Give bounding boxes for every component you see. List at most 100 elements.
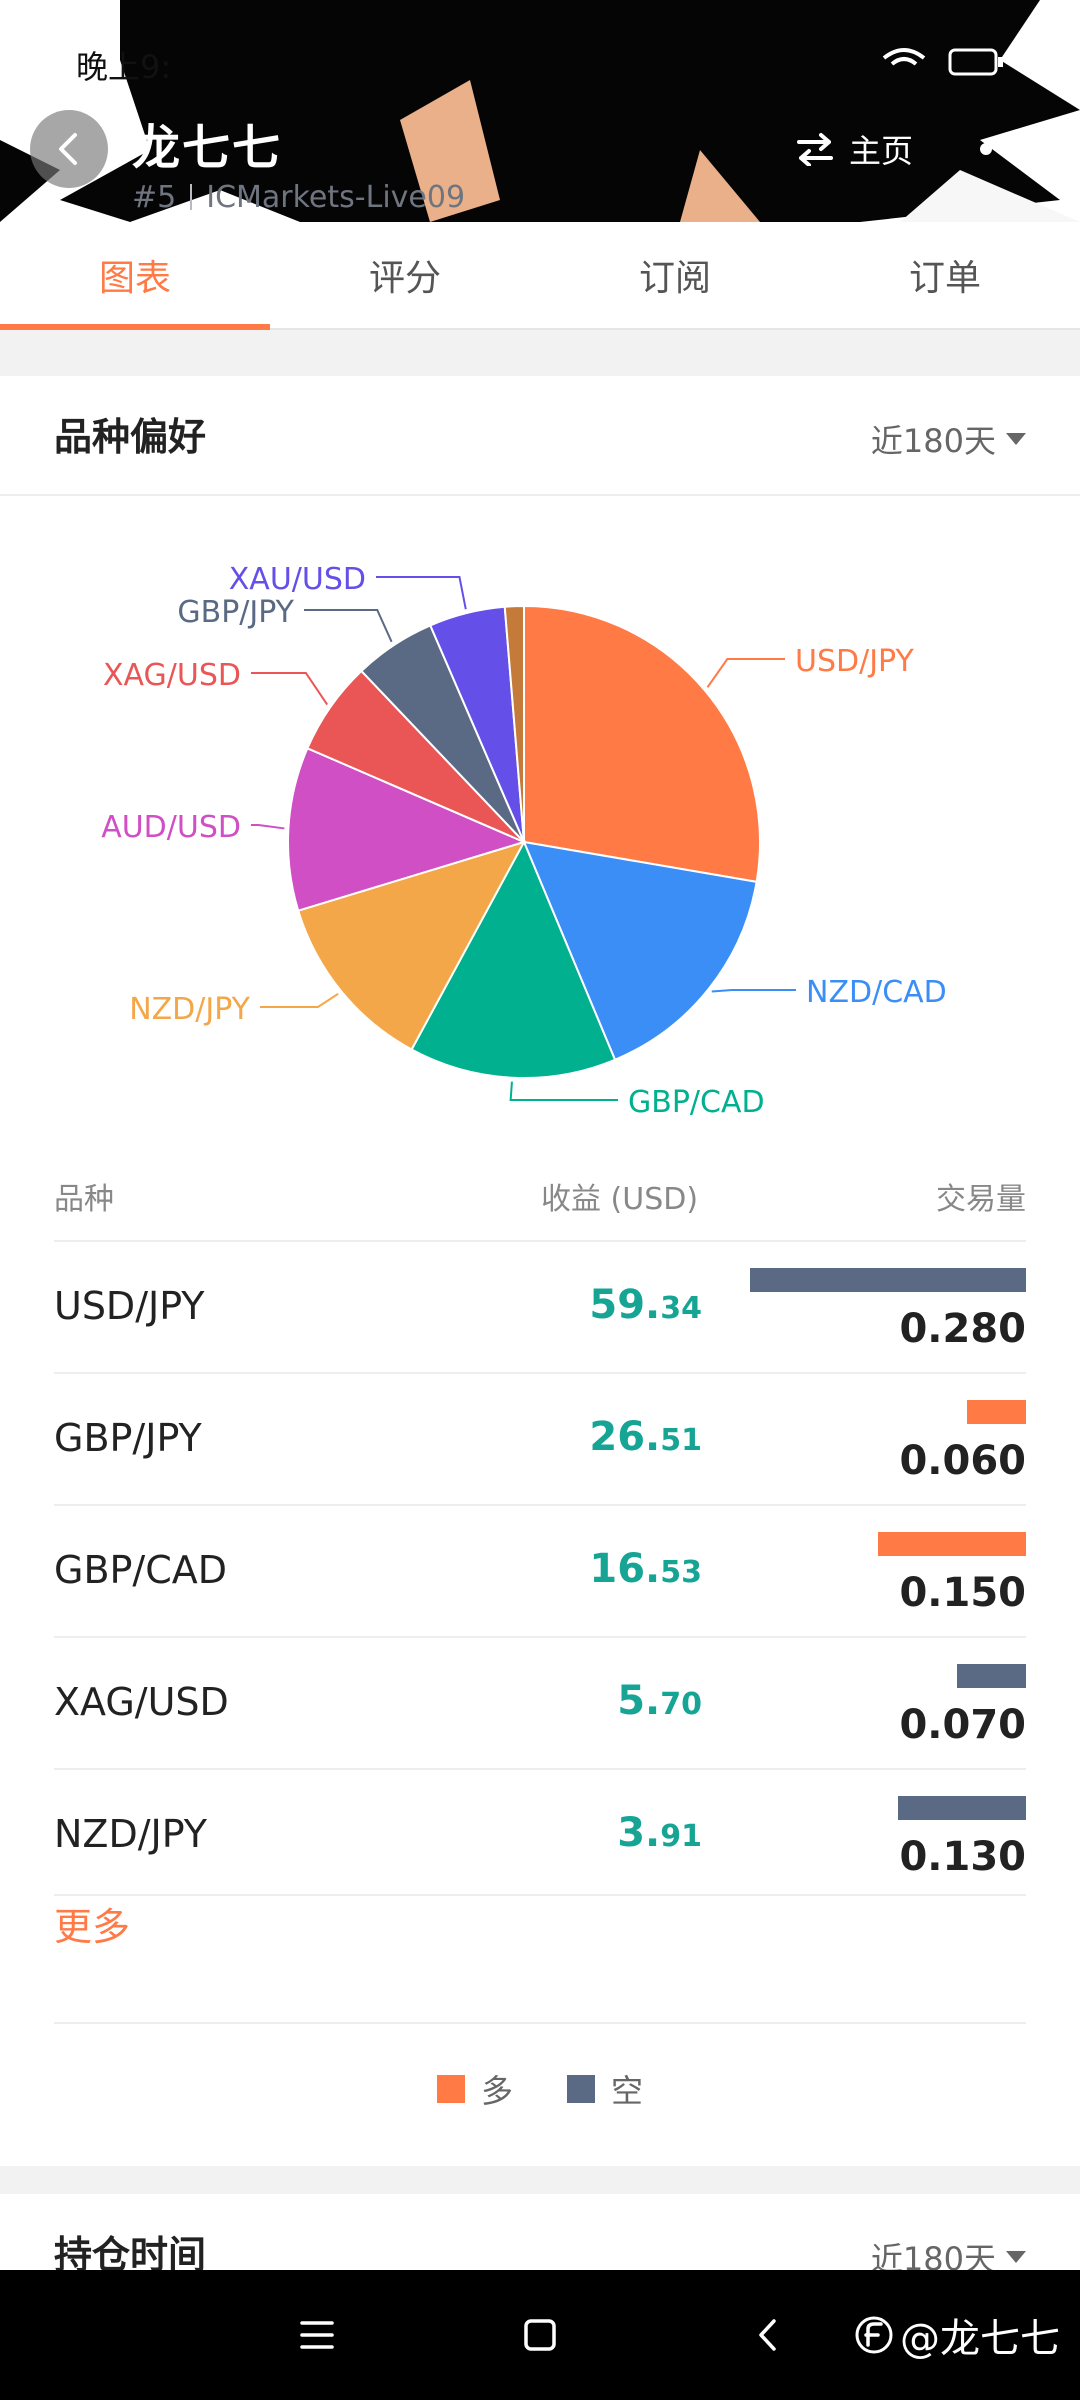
tab-subscribe[interactable]: 订阅 xyxy=(638,258,711,299)
table-row[interactable]: XAG/USD 5.70 0.070 xyxy=(54,1636,1026,1768)
symbol-table: USD/JPY 59.34 0.280 GBP/JPY 26.51 0.060 … xyxy=(54,1240,1026,1900)
row-profit: 5.70 xyxy=(617,1678,702,1724)
pie-leader-line xyxy=(251,824,285,830)
row-symbol: NZD/JPY xyxy=(54,1812,208,1856)
table-header: 品种 收益 (USD) 交易量 xyxy=(54,1164,1026,1224)
pie-slice-label: XAG/USD xyxy=(103,658,241,693)
pie-leader-line xyxy=(509,1081,618,1101)
pie-slice-label: GBP/CAD xyxy=(628,1085,765,1120)
home-nav-button[interactable] xyxy=(515,2310,565,2360)
trader-subtitle: #5 ICMarkets-Live09 xyxy=(132,180,465,215)
pie-slice-label: NZD/CAD xyxy=(806,975,947,1010)
row-symbol: XAG/USD xyxy=(54,1680,229,1724)
pie-slice-label: GBP/JPY xyxy=(177,595,294,630)
tab-rating[interactable]: 评分 xyxy=(368,258,441,299)
pie-leader-line xyxy=(251,672,329,706)
dot-icon xyxy=(1028,143,1040,155)
caret-down-icon xyxy=(1006,433,1026,445)
row-volume: 0.280 xyxy=(899,1306,1026,1352)
card-title: 品种偏好 xyxy=(54,415,207,459)
status-icons xyxy=(880,44,1010,86)
table-row[interactable]: NZD/JPY 3.91 0.130 xyxy=(54,1768,1026,1900)
status-time: 晚上9: xyxy=(76,48,172,86)
symbol-preference-card: 品种偏好 近180天 USD/JPY NZD/CAD GBP/CAD NZD/JPY A… xyxy=(0,376,1080,2166)
divider xyxy=(0,494,1080,496)
trader-server: ICMarkets-Live09 xyxy=(206,180,466,215)
col-symbol: 品种 xyxy=(54,1182,114,1217)
row-profit: 26.51 xyxy=(589,1414,702,1460)
legend-label: 空 xyxy=(611,2072,644,2110)
row-profit: 3.91 xyxy=(617,1810,702,1856)
pie-leader-line xyxy=(376,576,467,610)
divider xyxy=(54,1894,1026,1896)
divider xyxy=(54,2022,1026,2024)
tab-orders[interactable]: 订单 xyxy=(908,258,981,299)
pie-slice[interactable] xyxy=(522,840,758,1062)
col-volume: 交易量 xyxy=(936,1182,1026,1217)
row-symbol: GBP/CAD xyxy=(54,1548,228,1592)
watermark-text: @龙七七 xyxy=(900,2316,1060,2362)
range-dropdown[interactable]: 近180天 xyxy=(871,416,1026,462)
tab-chart[interactable]: 图表 xyxy=(0,222,270,330)
legend-swatch xyxy=(567,2075,595,2103)
pie-slice-label: AUD/USD xyxy=(101,810,241,845)
row-symbol: USD/JPY xyxy=(54,1284,205,1328)
row-volume: 0.070 xyxy=(899,1702,1026,1748)
row-volume: 0.130 xyxy=(899,1834,1026,1880)
side-legend: 多 空 xyxy=(0,2066,1080,2112)
pie-leader-line xyxy=(706,658,785,688)
pie-slice[interactable] xyxy=(503,604,525,843)
symbol-pie-chart: USD/JPY NZD/CAD GBP/CAD NZD/JPY AUD/USD XAG/U… xyxy=(101,562,947,1120)
menu-nav-button[interactable] xyxy=(292,2310,342,2360)
pie-slice-label: USD/JPY xyxy=(795,644,914,679)
row-profit: 59.34 xyxy=(589,1282,702,1328)
chevron-left-icon xyxy=(59,133,77,165)
pie-slice-label: XAU/USD xyxy=(229,562,366,597)
volume-bar xyxy=(750,1268,1026,1292)
legend-swatch xyxy=(436,2075,465,2103)
table-row[interactable]: GBP/JPY 26.51 0.060 xyxy=(54,1372,1026,1504)
more-link[interactable]: 更多 xyxy=(54,1905,131,1949)
more-options-button[interactable] xyxy=(980,136,1040,162)
row-volume: 0.060 xyxy=(899,1438,1026,1484)
tab-bar: 图表 评分 订阅 订单 xyxy=(0,222,1080,330)
app-logo-icon xyxy=(855,2316,893,2354)
volume-bar xyxy=(878,1532,1026,1556)
header-background-art xyxy=(0,0,1080,222)
subtitle-separator xyxy=(190,184,193,210)
back-button[interactable] xyxy=(30,110,108,188)
trader-name: 龙七七 xyxy=(132,120,283,176)
swap-icon xyxy=(797,133,833,166)
row-volume: 0.150 xyxy=(899,1570,1026,1616)
square-icon xyxy=(524,2319,556,2351)
pie-slice[interactable] xyxy=(287,746,527,912)
home-button[interactable]: 主页 xyxy=(795,126,913,172)
pie-leader-line xyxy=(711,989,796,993)
pie-slice[interactable] xyxy=(410,839,617,1079)
dot-icon xyxy=(1004,143,1016,155)
wifi-battery-icon xyxy=(882,48,1003,76)
menu-icon xyxy=(300,2321,334,2349)
caret-down-icon xyxy=(1006,2251,1026,2263)
row-profit: 16.53 xyxy=(589,1546,702,1592)
system-nav-bar: @龙七七 xyxy=(0,2270,1080,2400)
table-row[interactable]: USD/JPY 59.34 0.280 xyxy=(54,1240,1026,1372)
range-label: 近180天 xyxy=(870,422,996,460)
pie-slice-label: NZD/JPY xyxy=(129,992,250,1027)
pie-leader-line xyxy=(304,609,393,643)
table-row[interactable]: GBP/CAD 16.53 0.150 xyxy=(54,1504,1026,1636)
volume-bar xyxy=(898,1796,1026,1820)
chevron-left-icon xyxy=(759,2319,776,2351)
volume-bar xyxy=(967,1400,1026,1424)
card-title: 持仓时间 xyxy=(54,2233,207,2277)
legend-item-short: 空 xyxy=(567,2066,643,2112)
legend-item-long: 多 xyxy=(436,2066,513,2112)
profile-header: 晚上9: 龙七七 #5 ICMarkets-Live09 主页 xyxy=(0,0,1080,222)
back-nav-button[interactable] xyxy=(743,2310,793,2360)
col-profit: 收益 (USD) xyxy=(541,1182,699,1217)
volume-bar xyxy=(957,1664,1026,1688)
trader-rank: #5 xyxy=(132,180,177,215)
row-symbol: GBP/JPY xyxy=(54,1416,202,1460)
dot-icon xyxy=(980,143,992,155)
pie-slice[interactable] xyxy=(523,604,761,883)
